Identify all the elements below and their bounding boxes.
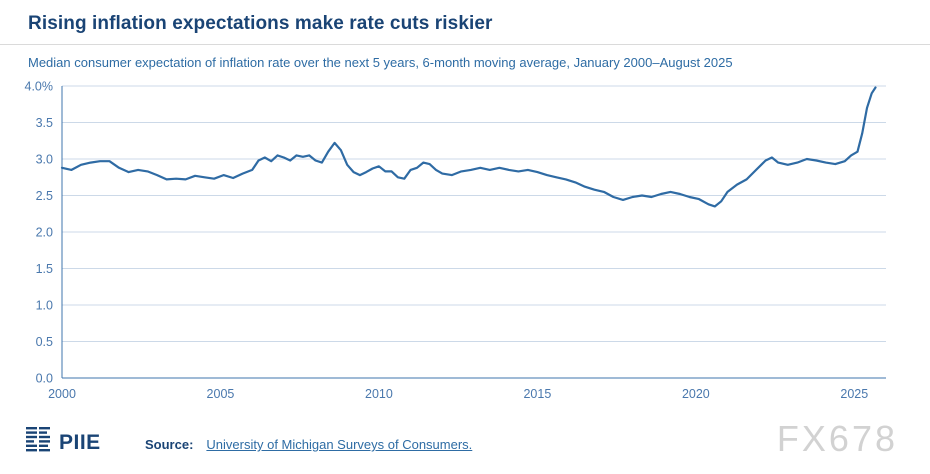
line-chart: 0.0 0.5 1.0 1.5 2.0 2.5 3.0 3.5 4.0% 2000 2005 2010… bbox=[0, 74, 930, 408]
svg-text:1.5: 1.5 bbox=[36, 262, 53, 276]
source-label: Source: bbox=[145, 437, 194, 452]
chart-subtitle: Median consumer expectation of inflation… bbox=[28, 55, 733, 70]
svg-text:2025: 2025 bbox=[840, 387, 868, 401]
line-chart-canvas: 0.0 0.5 1.0 1.5 2.0 2.5 3.0 3.5 4.0% 2000 2005 2010… bbox=[25, 80, 886, 401]
piie-logo-icon bbox=[26, 426, 52, 459]
piie-logo-label: PIIE bbox=[59, 430, 101, 454]
page-footer: PIIE Source: University of Michigan Surv… bbox=[0, 410, 930, 474]
watermark: FX678 bbox=[776, 418, 898, 459]
svg-text:3.0: 3.0 bbox=[36, 153, 53, 167]
source-line: Source: University of Michigan Surveys o… bbox=[145, 436, 476, 453]
header-divider bbox=[0, 44, 930, 45]
svg-text:3.5: 3.5 bbox=[36, 116, 53, 130]
svg-text:2010: 2010 bbox=[365, 387, 393, 401]
source-link[interactable]: University of Michigan Surveys of Consum… bbox=[203, 436, 476, 453]
svg-text:2020: 2020 bbox=[682, 387, 710, 401]
svg-text:2000: 2000 bbox=[48, 387, 76, 401]
svg-text:0.5: 0.5 bbox=[36, 335, 53, 349]
chart-header: Rising inflation expectations make rate … bbox=[0, 0, 930, 70]
piie-logo[interactable]: PIIE bbox=[26, 426, 101, 459]
svg-text:2015: 2015 bbox=[523, 387, 551, 401]
svg-text:2.0: 2.0 bbox=[36, 226, 53, 240]
page-title: Rising inflation expectations make rate … bbox=[28, 13, 493, 34]
svg-text:2005: 2005 bbox=[207, 387, 235, 401]
svg-text:0.0: 0.0 bbox=[36, 372, 53, 386]
svg-text:4.0%: 4.0% bbox=[25, 80, 54, 94]
svg-text:2.5: 2.5 bbox=[36, 189, 53, 203]
svg-text:1.0: 1.0 bbox=[36, 299, 53, 313]
